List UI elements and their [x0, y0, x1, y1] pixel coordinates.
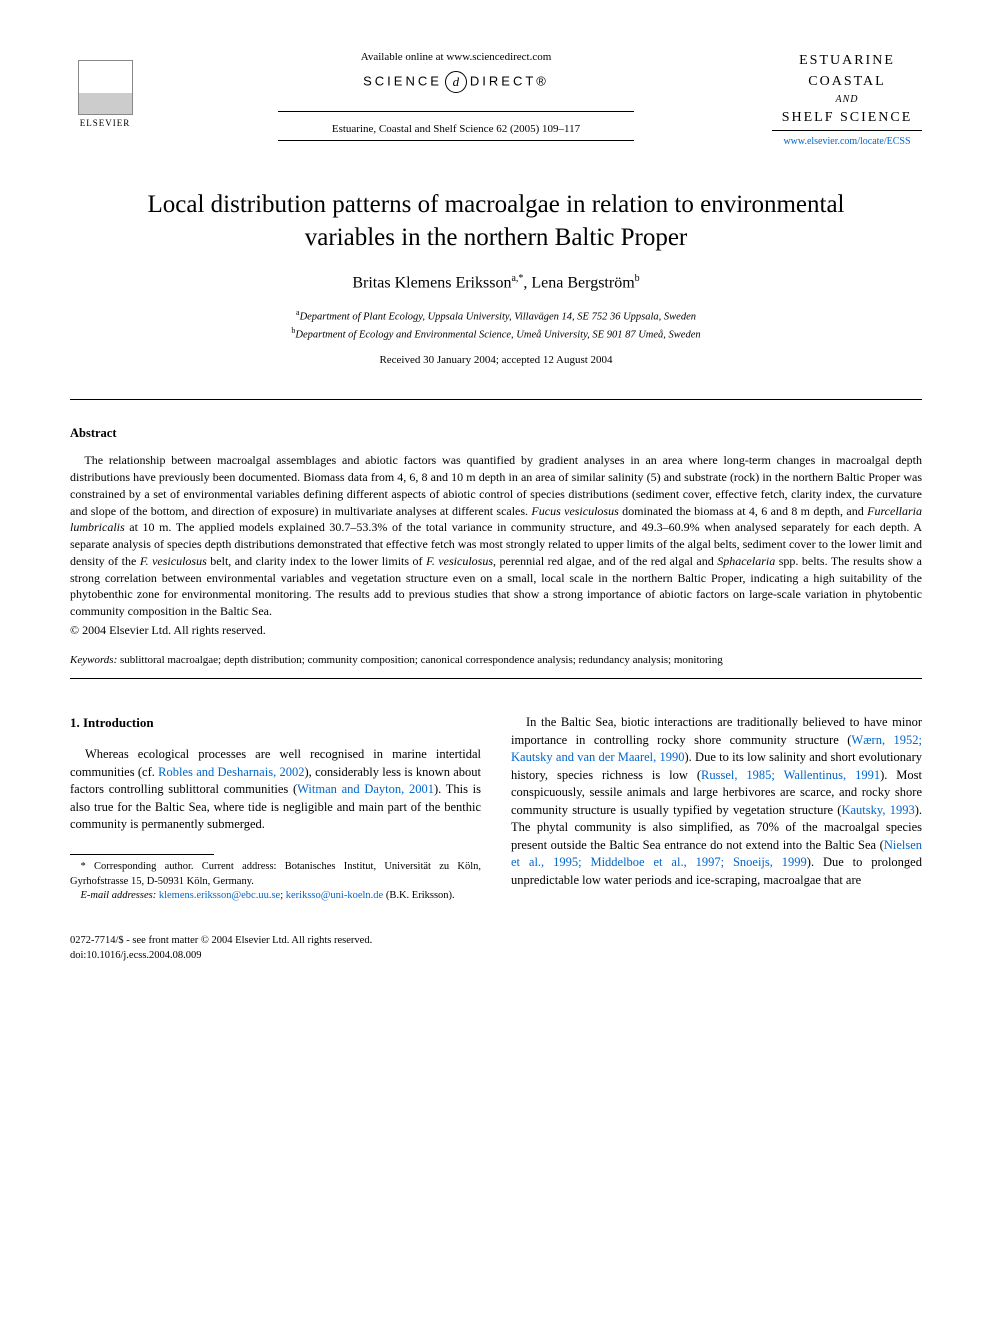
author-1: Britas Klemens Eriksson	[352, 274, 511, 291]
abstract-text-1e: , perennial red algae, and of the red al…	[493, 554, 717, 568]
abstract-text-1d: belt, and clarity index to the lower lim…	[207, 554, 426, 568]
author-2-sup: b	[635, 273, 640, 284]
right-column: In the Baltic Sea, biotic interactions a…	[511, 714, 922, 904]
authors-line: Britas Klemens Erikssona,*, Lena Bergstr…	[70, 272, 922, 295]
email-1[interactable]: klemens.eriksson@ebc.uu.se	[159, 890, 280, 901]
abstract-heading: Abstract	[70, 425, 922, 443]
author-2: Lena Bergström	[531, 274, 634, 291]
sd-prefix: SCIENCE	[363, 74, 442, 89]
sd-suffix: DIRECT®	[470, 74, 549, 89]
copyright-text: © 2004 Elsevier Ltd. All rights reserved…	[70, 622, 922, 639]
journal-name-line1: ESTUARINE	[772, 50, 922, 71]
elsevier-label: ELSEVIER	[80, 117, 131, 130]
journal-name-and: AND	[772, 92, 922, 107]
author-1-sup: a,*	[511, 273, 523, 284]
page-footer: 0272-7714/$ - see front matter © 2004 El…	[70, 934, 922, 963]
intro-heading: 1. Introduction	[70, 714, 481, 732]
species-5: Sphacelaria	[717, 554, 775, 568]
keywords-line: Keywords: sublittoral macroalgae; depth …	[70, 653, 922, 668]
email-footnote: E-mail addresses: klemens.eriksson@ebc.u…	[70, 889, 481, 904]
keywords-text: sublittoral macroalgae; depth distributi…	[117, 654, 722, 666]
journal-name-line2: COASTAL	[772, 71, 922, 92]
affil-a: Department of Plant Ecology, Uppsala Uni…	[300, 311, 696, 322]
body-columns: 1. Introduction Whereas ecological proce…	[70, 714, 922, 904]
ref-robles[interactable]: Robles and Desharnais, 2002	[158, 765, 304, 779]
intro-right-p1: In the Baltic Sea, biotic interactions a…	[511, 714, 922, 889]
journal-rule	[772, 130, 922, 131]
ref-witman[interactable]: Witman and Dayton, 2001	[297, 782, 434, 796]
rule-before-abstract	[70, 399, 922, 400]
keywords-label: Keywords:	[70, 654, 117, 666]
affiliations: aDepartment of Plant Ecology, Uppsala Un…	[70, 307, 922, 344]
sd-d-icon: d	[445, 71, 467, 93]
elsevier-tree-icon	[78, 60, 133, 115]
issn-line: 0272-7714/$ - see front matter © 2004 El…	[70, 934, 922, 949]
elsevier-logo: ELSEVIER	[70, 50, 140, 130]
abstract-text-1b: dominated the biomass at 4, 6 and 8 m de…	[619, 504, 867, 518]
available-online-text: Available online at www.sciencedirect.co…	[160, 50, 752, 65]
email-author: (B.K. Eriksson).	[383, 890, 454, 901]
article-dates: Received 30 January 2004; accepted 12 Au…	[70, 353, 922, 368]
journal-reference: Estuarine, Coastal and Shelf Science 62 …	[160, 122, 752, 137]
left-column: 1. Introduction Whereas ecological proce…	[70, 714, 481, 904]
footnote-rule	[70, 854, 214, 855]
header-rule-1	[278, 111, 633, 112]
abstract-paragraph: The relationship between macroalgal asse…	[70, 452, 922, 620]
rule-after-keywords	[70, 678, 922, 679]
journal-name: ESTUARINE COASTAL AND SHELF SCIENCE	[772, 50, 922, 128]
doi-line: doi:10.1016/j.ecss.2004.08.009	[70, 949, 922, 964]
email-2[interactable]: keriksso@uni-koeln.de	[286, 890, 383, 901]
header-center: Available online at www.sciencedirect.co…	[140, 50, 772, 145]
article-title: Local distribution patterns of macroalga…	[110, 189, 882, 254]
journal-url-link[interactable]: www.elsevier.com/locate/ECSS	[772, 135, 922, 149]
header-row: ELSEVIER Available online at www.science…	[70, 50, 922, 149]
affil-b: Department of Ecology and Environmental …	[295, 329, 700, 340]
journal-logo-box: ESTUARINE COASTAL AND SHELF SCIENCE www.…	[772, 50, 922, 149]
ref-kautsky[interactable]: Kautsky, 1993	[841, 803, 914, 817]
journal-name-line3: SHELF SCIENCE	[772, 107, 922, 128]
ref-russel[interactable]: Russel, 1985; Wallentinus, 1991	[701, 768, 880, 782]
sciencedirect-logo: SCIENCEdDIRECT®	[160, 71, 752, 93]
email-label: E-mail addresses:	[81, 890, 157, 901]
species-3: F. vesiculosus	[140, 554, 207, 568]
header-rule-2	[278, 140, 633, 141]
species-1: Fucus vesiculosus	[531, 504, 618, 518]
corresponding-author-footnote: * Corresponding author. Current address:…	[70, 860, 481, 889]
intro-left-p1: Whereas ecological processes are well re…	[70, 746, 481, 834]
species-4: F. vesiculosus	[426, 554, 493, 568]
